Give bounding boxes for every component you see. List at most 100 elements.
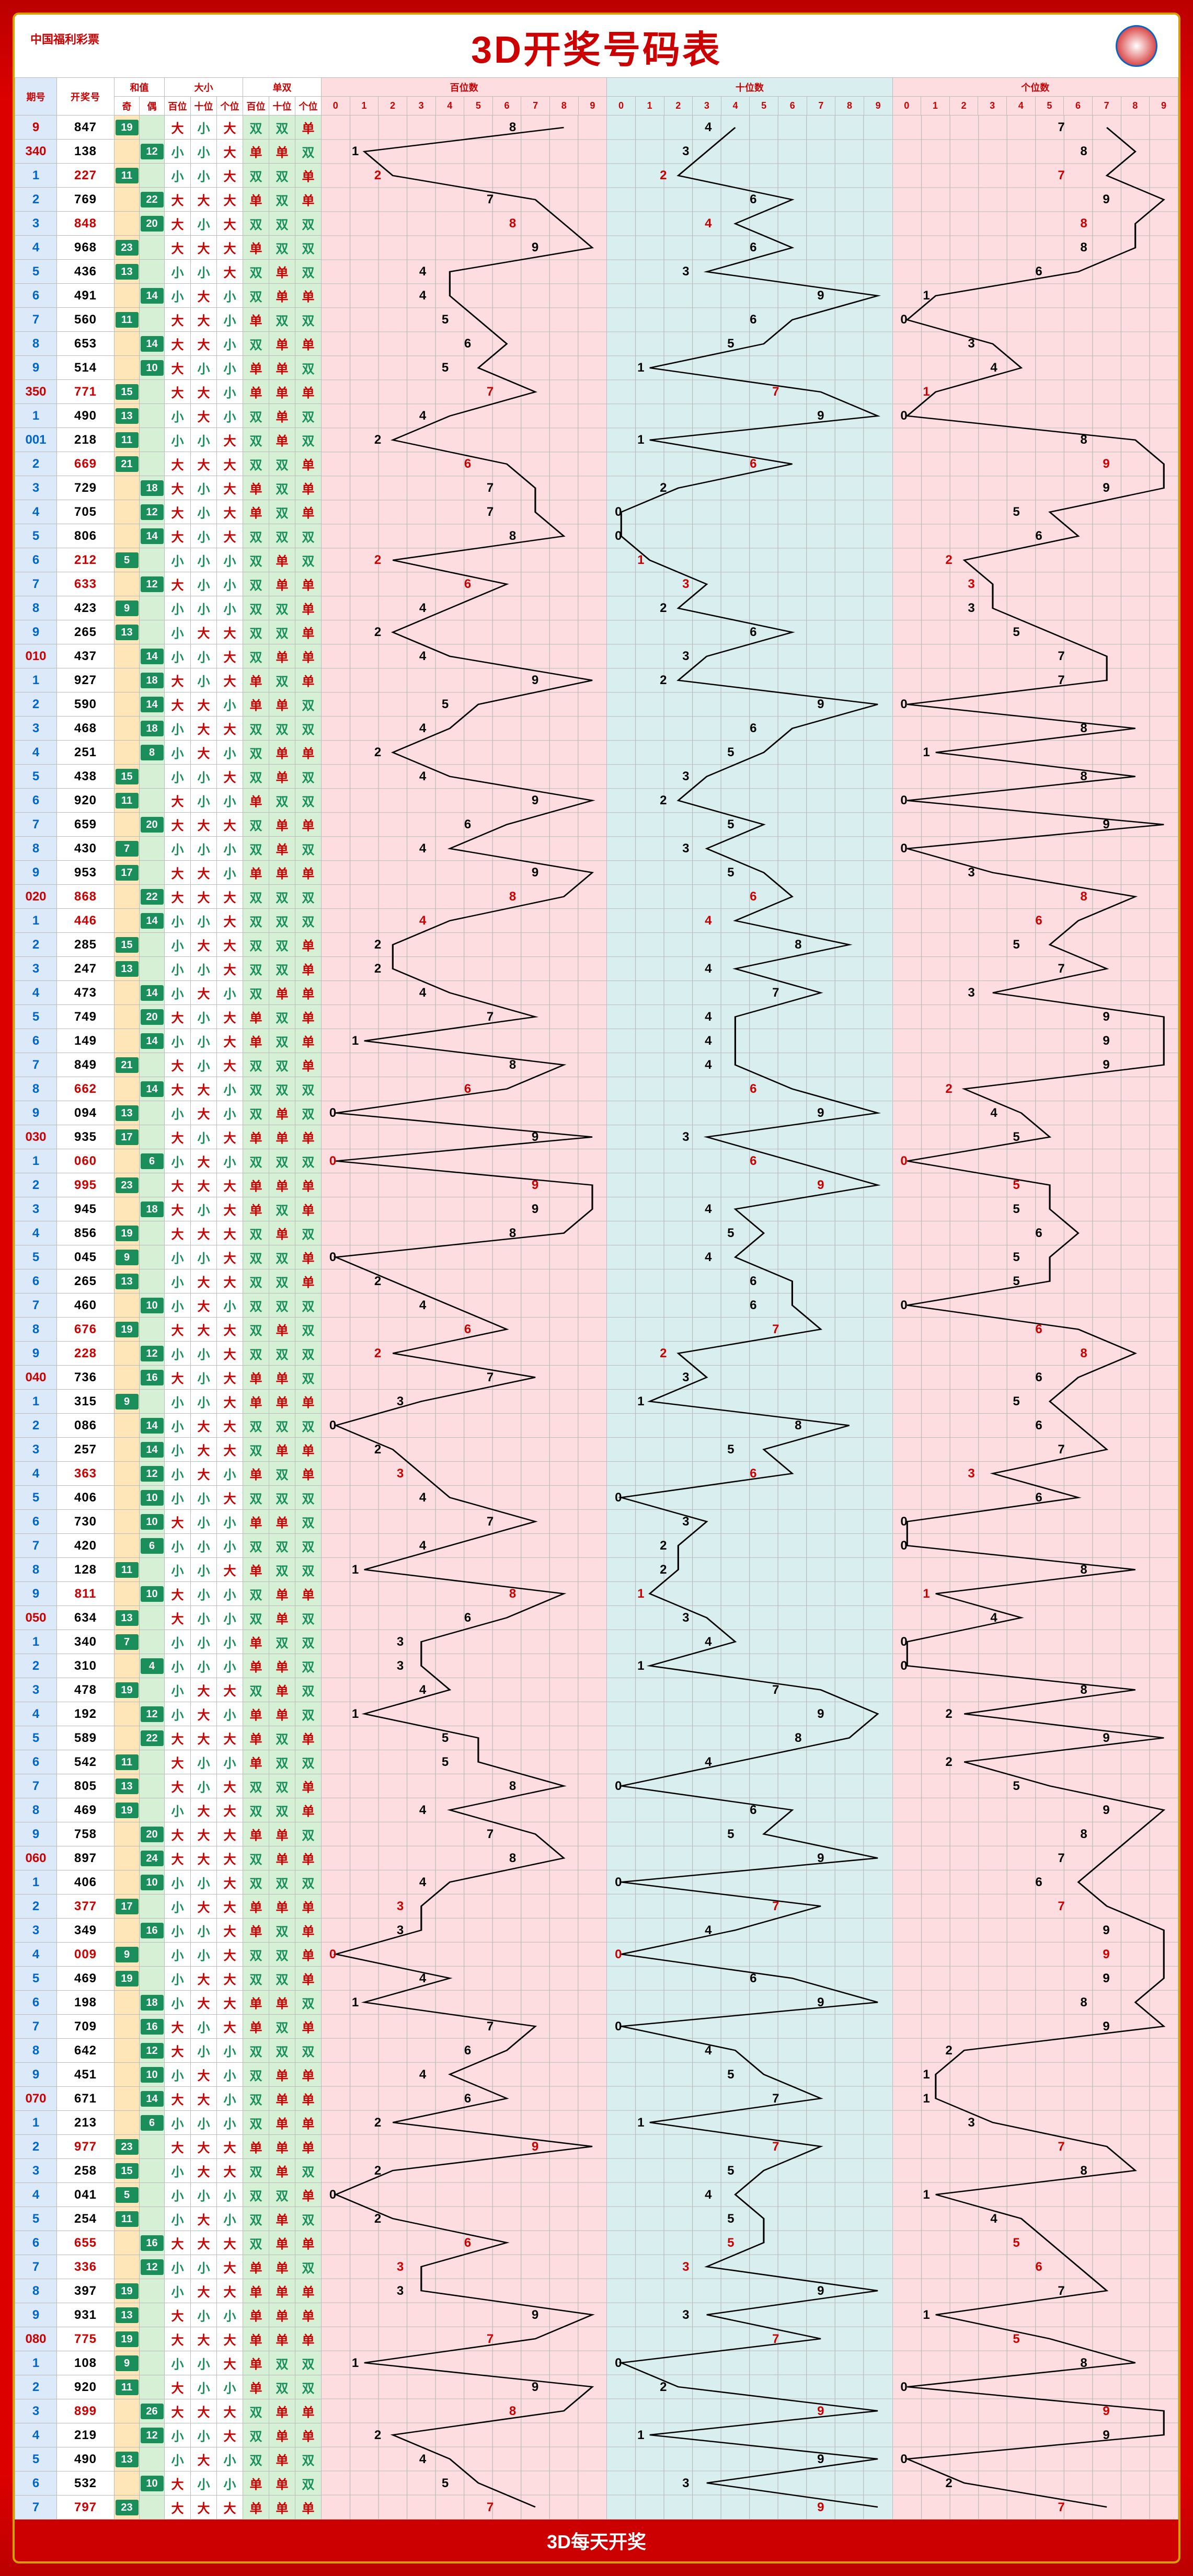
digit-label: 2: [941, 1755, 957, 1770]
digit-label: 0: [325, 1947, 341, 1962]
cell-dx-0: 大: [165, 885, 191, 909]
cell-dx-1: 大: [191, 1077, 217, 1101]
cell-hz-even: [140, 1895, 165, 1919]
digit-label: 3: [393, 2284, 408, 2298]
digit-label: 3: [963, 865, 979, 880]
cell-hz-even: 14: [140, 1077, 165, 1101]
cell-dx-0: 小: [165, 837, 191, 861]
digit-label: 9: [1098, 2428, 1114, 2443]
digit-label: 6: [1031, 1875, 1047, 1890]
cell-ds-2: 双: [295, 1534, 322, 1558]
cell-ds-1: 双: [269, 668, 295, 692]
cell-dx-1: 大: [191, 2087, 217, 2111]
digit-label: 8: [790, 1731, 806, 1746]
cell-ds-0: 双: [243, 813, 269, 837]
digit-label: 9: [813, 697, 829, 712]
cell-ds-2: 单: [295, 2063, 322, 2087]
cell-ds-1: 单: [269, 2255, 295, 2279]
cell-ds-1: 双: [269, 1919, 295, 1943]
cell-draw: 265: [57, 1269, 114, 1293]
cell-dx-0: 大: [165, 188, 191, 212]
cell-ds-0: 单: [243, 380, 269, 404]
cell-dx-1: 大: [191, 2231, 217, 2255]
cell-period: 6: [15, 2231, 57, 2255]
cell-hz-even: 14: [140, 692, 165, 717]
digit-label: 9: [813, 1707, 829, 1722]
cell-hz-even: [140, 2327, 165, 2351]
cell-ds-2: 单: [295, 2399, 322, 2423]
cell-dx-1: 大: [191, 1318, 217, 1342]
th-bai: 百位数: [322, 78, 607, 97]
cell-ds-1: 单: [269, 1582, 295, 1606]
cell-ds-0: 双: [243, 404, 269, 428]
th-num-9: 9: [578, 97, 607, 115]
digit-label: 8: [505, 120, 521, 135]
cell-ds-1: 单: [269, 1101, 295, 1125]
cell-hz-even: 24: [140, 1846, 165, 1870]
cell-ds-0: 单: [243, 1726, 269, 1750]
cell-period: 080: [15, 2327, 57, 2351]
cell-dx-0: 大: [165, 236, 191, 260]
cell-dx-2: 大: [217, 500, 243, 524]
cell-draw: 041: [57, 2183, 114, 2207]
cell-hz-odd: [114, 2087, 140, 2111]
cell-dx-0: 小: [165, 1390, 191, 1414]
th-ou: 偶: [140, 97, 165, 115]
cell-dx-0: 大: [165, 2471, 191, 2496]
digit-label: 8: [1076, 1827, 1092, 1842]
digit-label: 7: [1053, 962, 1069, 976]
cell-period: 4: [15, 981, 57, 1005]
cell-ds-1: 单: [269, 1366, 295, 1390]
cell-period: 2: [15, 692, 57, 717]
cell-hz-odd: 13: [114, 957, 140, 981]
digit-label: 9: [813, 2452, 829, 2467]
cell-ds-0: 单: [243, 1991, 269, 2015]
cell-dx-1: 小: [191, 140, 217, 164]
digit-label: 7: [483, 2500, 498, 2515]
cell-draw: 086: [57, 1414, 114, 1438]
cell-period: 1: [15, 1870, 57, 1895]
cell-ds-1: 双: [269, 885, 295, 909]
cell-dx-0: 小: [165, 1438, 191, 1462]
cell-hz-odd: [114, 212, 140, 236]
digit-label: 7: [483, 1827, 498, 1842]
cell-dx-1: 小: [191, 765, 217, 789]
cell-hz-odd: 13: [114, 404, 140, 428]
cell-period: 9: [15, 1342, 57, 1366]
cell-hz-odd: 7: [114, 837, 140, 861]
digit-label: 6: [745, 192, 761, 207]
digit-label: 5: [1008, 1250, 1024, 1265]
cell-hz-odd: 9: [114, 1943, 140, 1967]
cell-ds-1: 双: [269, 1005, 295, 1029]
cell-draw: 749: [57, 1005, 114, 1029]
cell-ds-0: 双: [243, 596, 269, 620]
cell-ds-2: 单: [295, 2423, 322, 2447]
cell-dx-2: 大: [217, 1390, 243, 1414]
digit-label: 3: [393, 1466, 408, 1481]
cell-draw: 468: [57, 717, 114, 741]
digit-label: 1: [919, 2067, 934, 2082]
cell-hz-odd: [114, 2015, 140, 2039]
num-section-1: 4326463965179162001326329653253564847444…: [607, 115, 892, 2520]
cell-ds-0: 双: [243, 644, 269, 668]
cell-dx-2: 大: [217, 1678, 243, 1702]
cell-hz-odd: [114, 2039, 140, 2063]
cell-ds-0: 双: [243, 1438, 269, 1462]
cell-dx-1: 大: [191, 1221, 217, 1245]
cell-hz-even: [140, 1318, 165, 1342]
cell-draw: 254: [57, 2207, 114, 2231]
cell-dx-0: 大: [165, 524, 191, 548]
digit-label: 0: [896, 1659, 912, 1673]
cell-dx-1: 小: [191, 1943, 217, 1967]
cell-draw: 227: [57, 164, 114, 188]
cell-dx-0: 小: [165, 717, 191, 741]
digit-label: 7: [768, 1322, 784, 1337]
cell-period: 1: [15, 2351, 57, 2375]
cell-draw: 218: [57, 428, 114, 452]
digit-label: 2: [370, 2116, 386, 2130]
cell-hz-odd: 21: [114, 1053, 140, 1077]
cell-ds-1: 双: [269, 957, 295, 981]
cell-draw: 265: [57, 620, 114, 644]
digit-label: 6: [1031, 1418, 1047, 1433]
cell-hz-even: 10: [140, 1510, 165, 1534]
